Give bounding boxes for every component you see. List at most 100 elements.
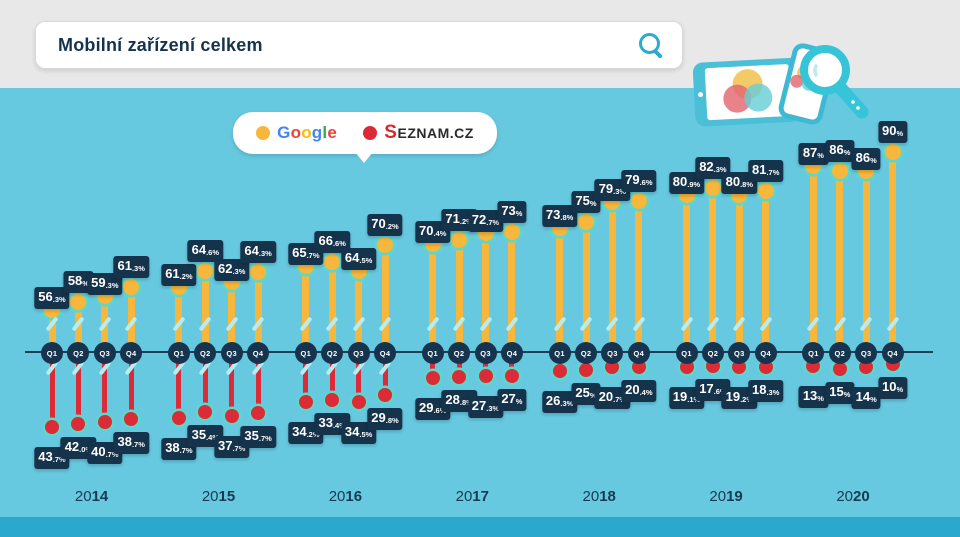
seznam-value-label: 38.7% (113, 431, 149, 454)
google-value-label: 56.3% (34, 286, 70, 309)
year-label: 2019 (709, 488, 743, 505)
seznam-logo-rest: eznam.cz (397, 125, 474, 141)
google-value-label: 73.8% (541, 204, 578, 227)
magnifier-lens (800, 45, 850, 95)
google-point (70, 293, 87, 310)
devices-illustration (690, 22, 900, 128)
google-value-label-unit: .3% (105, 280, 119, 290)
quarter-marker: Q4 (500, 342, 523, 364)
google-point (250, 264, 267, 281)
seznam-value-label-unit: .7% (613, 394, 627, 404)
google-value-label-unit: % (817, 150, 824, 160)
quarter-marker: Q4 (881, 342, 904, 364)
quarter-marker: Q3 (728, 342, 751, 364)
seznam-value-label-unit: .4% (639, 387, 653, 397)
quarter-marker: Q3 (347, 342, 370, 364)
seznam-value-label-unit: .3% (766, 387, 780, 397)
google-value-label-unit: % (515, 208, 523, 218)
legend-item-google: Google (256, 123, 337, 143)
google-point (197, 263, 214, 280)
quarter-marker: Q1 (548, 342, 571, 364)
google-value-label: 70.2% (367, 213, 403, 236)
google-value-label: 64.5% (340, 248, 377, 271)
seznam-point (45, 420, 59, 435)
seznam-point (679, 360, 694, 375)
seznam-bar (229, 352, 235, 417)
seznam-value-label-unit: % (817, 394, 824, 404)
seznam-value-label-unit: .6% (713, 387, 727, 397)
seznam-value-label-unit: % (843, 389, 851, 399)
google-value-label: 87% (798, 142, 828, 165)
search-icon[interactable] (638, 32, 664, 59)
seznam-bar (75, 352, 81, 425)
seznam-point (171, 410, 186, 425)
quarter-marker: Q4 (247, 342, 270, 364)
seznam-value-label: 14% (851, 387, 881, 410)
quarter-marker: Q1 (167, 342, 190, 364)
google-value-label-unit: .3% (713, 165, 727, 174)
google-point (324, 253, 341, 270)
quarter-marker: Q2 (701, 342, 724, 364)
magnifier-illustration (800, 45, 869, 119)
google-value-label: 86% (825, 139, 855, 162)
header: Mobilní zařízení celkem (0, 0, 960, 127)
quarter-marker: Q2 (575, 342, 597, 364)
seznam-bar (483, 352, 488, 377)
seznam-value-label-unit: .3% (486, 404, 500, 414)
seznam-value-label-unit: .7% (52, 455, 66, 465)
seznam-value-label: 27.3% (467, 396, 504, 419)
google-value-label-unit: .7% (486, 218, 500, 228)
seznam-value-label-unit: .6% (433, 406, 447, 416)
google-value-label: 58% (63, 270, 93, 293)
google-value-label: 64.3% (240, 241, 276, 264)
seznam-value-label-unit: % (896, 385, 904, 394)
google-value-label: 59.3% (87, 272, 123, 295)
google-logo-letter: l (322, 123, 328, 142)
seznam-logo-initial: S (384, 122, 398, 143)
seznam-point (351, 395, 366, 410)
year-label: 2020 (836, 488, 870, 505)
seznam-bar (430, 352, 436, 379)
google-bar (762, 190, 770, 352)
footer-strip (0, 517, 960, 537)
google-value-label-unit: % (589, 199, 597, 209)
quarter-marker: Q4 (627, 342, 650, 364)
google-bar (709, 188, 717, 352)
seznam-point (224, 409, 239, 424)
seznam-bar (128, 352, 134, 419)
google-bar (429, 243, 437, 352)
google-value-label-unit: .8% (560, 212, 574, 222)
google-point (451, 232, 468, 249)
seznam-point (552, 363, 567, 378)
google-value-label-unit: .6% (206, 248, 219, 258)
seznam-point (504, 368, 519, 383)
seznam-bar (356, 352, 362, 403)
seznam-value-label-unit: .2% (740, 395, 753, 405)
google-value-label-unit: .7% (306, 250, 320, 260)
seznam-value-label: 26.3% (541, 390, 578, 413)
year-label: 2014 (74, 488, 109, 505)
google-value-label: 79.6% (621, 169, 657, 192)
google-value-label: 64.6% (187, 240, 223, 263)
seznam-point (251, 405, 266, 420)
quarter-marker: Q4 (754, 342, 777, 364)
page-title: Mobilní zařízení celkem (58, 34, 263, 55)
quarter-marker: Q3 (601, 342, 624, 364)
google-bar (508, 231, 516, 352)
seznam-legend-dot (363, 126, 378, 140)
search-icon-lens (639, 33, 660, 54)
seznam-value-label: 10% (878, 377, 908, 399)
google-value-label-unit: % (82, 278, 89, 288)
search-bar[interactable]: Mobilní zařízení celkem (35, 21, 683, 69)
google-value-label-unit: .2% (179, 271, 193, 281)
seznam-bar (202, 352, 208, 413)
quarter-marker: Q4 (120, 342, 143, 364)
seznam-value-label-unit: .3% (560, 398, 574, 408)
seznam-bar (382, 352, 388, 396)
venn-red-circle (723, 84, 752, 113)
quarter-marker: Q1 (41, 342, 63, 364)
google-point (757, 182, 774, 199)
google-point (630, 192, 647, 209)
seznam-value-label-unit: .8% (459, 398, 473, 408)
